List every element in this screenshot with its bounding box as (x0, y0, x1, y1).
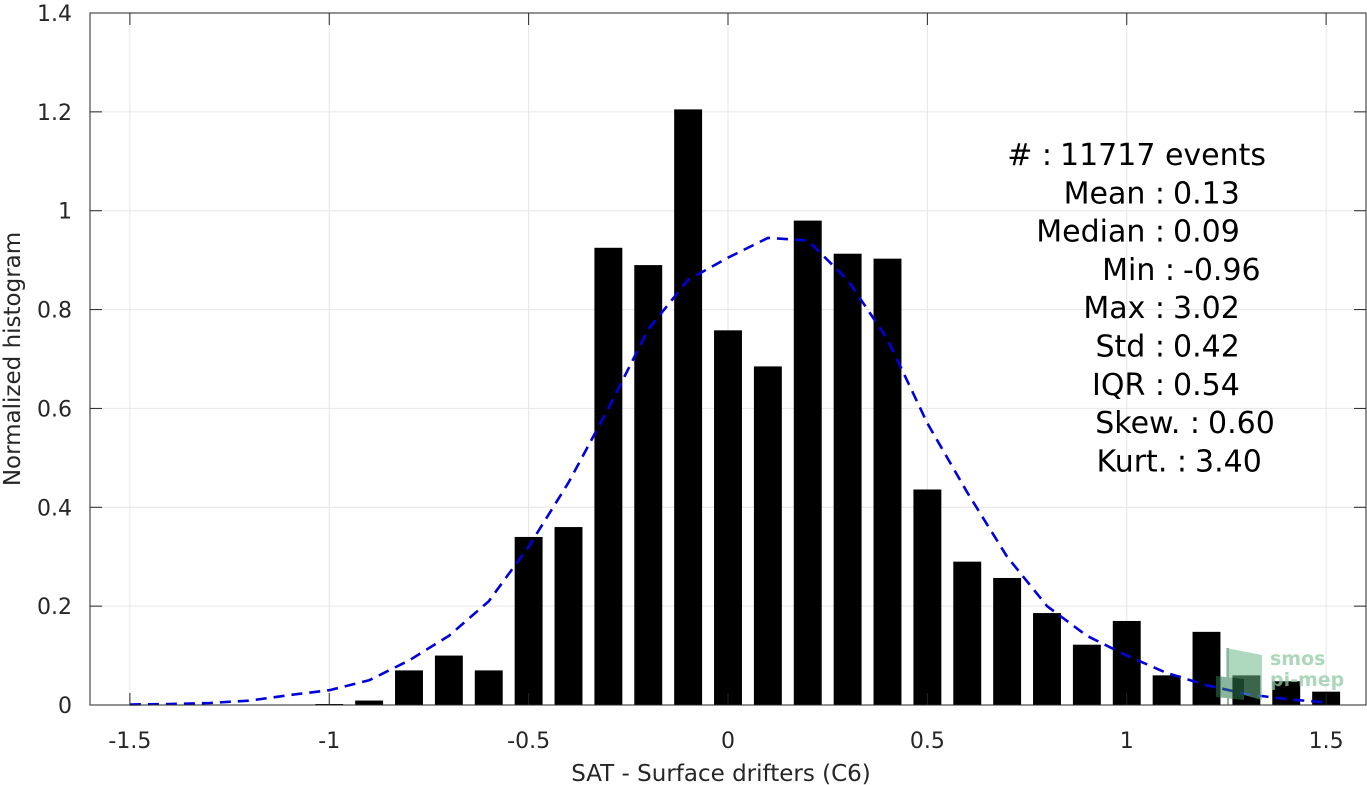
axes (89, 12, 1367, 706)
histogram-bar (1033, 613, 1061, 705)
y-tick-label: 1 (58, 200, 72, 225)
watermark-text-pimep: pi-mep (1270, 669, 1344, 691)
y-tick-label: 1.4 (37, 2, 72, 27)
x-tick-label: 0 (721, 729, 735, 754)
histogram-bar (594, 247, 623, 706)
stat-label: Kurt. : (1097, 444, 1187, 479)
stat-value: 0.09 (1173, 215, 1240, 250)
y-tick-label: 0.8 (37, 299, 72, 324)
watermark-logo: smos pi-mep (1216, 648, 1344, 705)
stat-value: 11717 events (1060, 138, 1266, 173)
histogram-bar (1072, 644, 1101, 705)
histogram-bar (753, 366, 782, 705)
histogram-bar (514, 536, 543, 705)
y-tick-label: 0.2 (37, 595, 72, 620)
histogram-bar (634, 265, 663, 705)
stat-value: 3.02 (1173, 291, 1240, 326)
stat-label: Skew. : (1095, 406, 1200, 441)
x-tick-label: -1.5 (108, 729, 151, 754)
histogram-bar (674, 109, 703, 705)
stat-label: Max : (1083, 291, 1165, 326)
stat-label: Median : (1036, 215, 1165, 250)
y-tick-label: 0.6 (37, 397, 72, 422)
stat-label: Min : (1102, 253, 1175, 288)
histogram-bar (1112, 620, 1141, 705)
stat-label: IQR : (1092, 368, 1165, 403)
histogram-bar (953, 561, 982, 705)
x-tick-label: 1 (1120, 729, 1134, 754)
watermark-text-smos: smos (1270, 648, 1325, 670)
grid (90, 12, 1366, 706)
x-tick-label: 0.5 (910, 729, 945, 754)
stat-value: 0.42 (1173, 330, 1240, 365)
fit-curve-line (129, 236, 1327, 706)
histogram-bar (993, 577, 1022, 705)
histogram-bar (474, 670, 503, 705)
stat-value: -0.96 (1183, 253, 1261, 288)
fit-curve-layer (129, 236, 1327, 706)
histogram-bar (355, 700, 384, 705)
histogram-bar (833, 253, 862, 705)
x-tick-label: -1 (318, 729, 340, 754)
y-tick-label: 0.4 (37, 496, 72, 521)
stat-label: Std : (1096, 330, 1166, 365)
x-tick-labels: -1.5 -1 -0.5 0 0.5 1 1.5 (108, 729, 1343, 754)
y-tick-label: 1.2 (37, 101, 72, 126)
histogram-bar (1152, 675, 1181, 705)
histogram-bar (395, 670, 423, 705)
x-axis-title: SAT - Surface drifters (C6) (571, 761, 871, 785)
stat-value: 0.60 (1208, 406, 1275, 441)
y-tick-label: 0 (58, 694, 72, 719)
histogram-bars (315, 109, 1341, 706)
histogram-bar (873, 258, 902, 705)
histogram-bar (554, 527, 583, 705)
y-tick-labels: 0 0.2 0.4 0.6 0.8 1 1.2 1.4 (37, 2, 72, 719)
histogram-bar (793, 220, 822, 705)
x-tick-label: 1.5 (1309, 729, 1344, 754)
histogram-bar (434, 655, 463, 705)
histogram-bar (714, 330, 742, 705)
y-axis-title: Normalized histogram (0, 232, 26, 486)
stat-value: 0.13 (1173, 176, 1240, 211)
stat-value: 3.40 (1195, 444, 1262, 479)
stat-label: # : (1007, 138, 1052, 173)
watermark-flag-icon (1216, 648, 1262, 705)
histogram-bar (913, 489, 942, 705)
histogram-bar (1192, 631, 1221, 705)
x-tick-label: -0.5 (507, 729, 550, 754)
stat-value: 0.54 (1173, 368, 1240, 403)
stat-label: Mean : (1064, 176, 1165, 211)
